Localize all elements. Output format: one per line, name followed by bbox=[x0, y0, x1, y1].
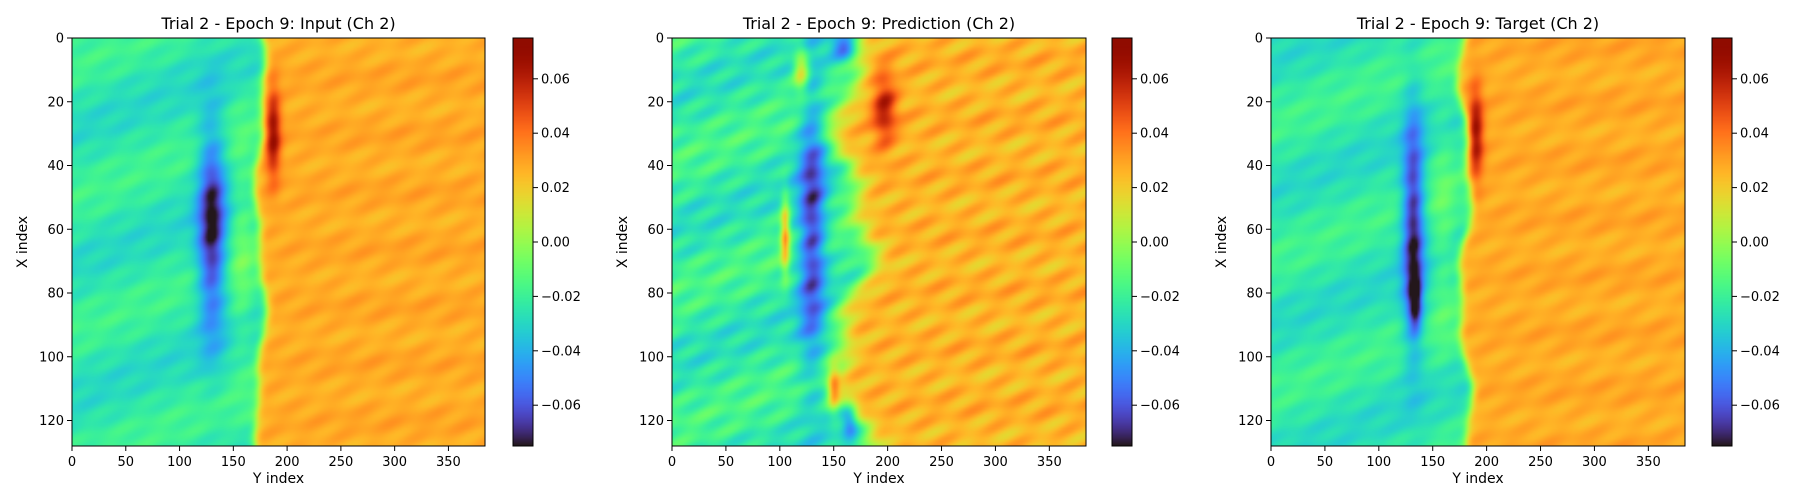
x-tick-label: 100 bbox=[167, 455, 192, 470]
x-tick-label: 200 bbox=[275, 455, 300, 470]
x-tick-label: 350 bbox=[1636, 455, 1661, 470]
x-tick-label: 200 bbox=[1474, 455, 1499, 470]
y-tick-label: 40 bbox=[647, 159, 664, 174]
x-tick-label: 300 bbox=[382, 455, 407, 470]
plot-frame bbox=[71, 37, 486, 447]
colorbar-tick-label: −0.04 bbox=[541, 344, 581, 359]
x-tick-label: 150 bbox=[821, 455, 846, 470]
y-tick-label: 100 bbox=[39, 350, 64, 365]
y-tick-label: 100 bbox=[1238, 350, 1263, 365]
y-tick-label: 120 bbox=[39, 414, 64, 429]
colorbar-tick-label: 0.04 bbox=[541, 127, 570, 142]
chart-title: Trial 2 - Epoch 9: Input (Ch 2) bbox=[160, 14, 395, 33]
colorbar-tick-label: 0.00 bbox=[1740, 236, 1769, 251]
colorbar-tick-label: 0.06 bbox=[541, 72, 570, 87]
x-tick-label: 300 bbox=[1582, 455, 1607, 470]
x-tick-label: 150 bbox=[1420, 455, 1445, 470]
x-tick-label: 150 bbox=[221, 455, 246, 470]
colorbar-tick-label: 0.02 bbox=[1140, 181, 1169, 196]
colorbar: 0.06 0.04 0.02 0.00 −0.02 −0.04 −0.06 bbox=[512, 37, 581, 447]
y-axis-label: X index bbox=[615, 216, 631, 268]
heatmap-panel-1: Trial 2 - Epoch 9: Input (Ch 2) 0 50 100 150… bbox=[15, 14, 581, 487]
y-tick-label: 40 bbox=[47, 159, 64, 174]
heatmap-panel-2: Trial 2 - Epoch 9: Prediction (Ch 2) 0 50 1… bbox=[615, 14, 1180, 487]
y-tick-label: 0 bbox=[56, 32, 64, 47]
heatmap-image bbox=[672, 38, 1086, 446]
x-tick-label: 50 bbox=[1317, 455, 1334, 470]
y-tick-label: 0 bbox=[656, 32, 664, 47]
x-axis-label: Y index bbox=[1451, 471, 1503, 487]
x-tick-label: 250 bbox=[1528, 455, 1553, 470]
colorbar-tick-label: 0.02 bbox=[541, 181, 570, 196]
x-tick-label: 0 bbox=[68, 455, 76, 470]
colorbar-gradient bbox=[1712, 38, 1732, 446]
colorbar-tick-label: 0.04 bbox=[1140, 127, 1169, 142]
colorbar-tick-label: 0.04 bbox=[1740, 127, 1769, 142]
colorbar-tick-label: −0.02 bbox=[541, 290, 581, 305]
x-axis-label: Y index bbox=[252, 471, 304, 487]
plot-frame bbox=[671, 37, 1087, 447]
y-tick-label: 60 bbox=[1246, 223, 1263, 238]
colorbar-tick-label: −0.06 bbox=[541, 399, 581, 414]
y-tick-label: 120 bbox=[639, 414, 664, 429]
colorbar-tick-label: 0.00 bbox=[1140, 236, 1169, 251]
y-tick-label: 20 bbox=[47, 95, 64, 110]
x-tick-label: 50 bbox=[118, 455, 135, 470]
y-axis-label: X index bbox=[1214, 216, 1230, 268]
x-tick-label: 300 bbox=[983, 455, 1008, 470]
heatmap-image bbox=[1271, 38, 1685, 446]
x-tick-label: 0 bbox=[1267, 455, 1275, 470]
colorbar-tick-label: −0.06 bbox=[1740, 399, 1780, 414]
y-tick-label: 20 bbox=[647, 95, 664, 110]
x-tick-label: 350 bbox=[436, 455, 461, 470]
colorbar-tick-label: 0.02 bbox=[1740, 181, 1769, 196]
y-axis-label: X index bbox=[15, 216, 31, 268]
colorbar-tick-label: −0.02 bbox=[1140, 290, 1180, 305]
colorbar: 0.06 0.04 0.02 0.00 −0.02 −0.04 −0.06 bbox=[1711, 37, 1780, 447]
y-tick-label: 80 bbox=[647, 287, 664, 302]
y-tick-label: 120 bbox=[1238, 414, 1263, 429]
y-tick-label: 80 bbox=[47, 287, 64, 302]
y-tick-label: 0 bbox=[1255, 32, 1263, 47]
colorbar: 0.06 0.04 0.02 0.00 −0.02 −0.04 −0.06 bbox=[1111, 37, 1180, 447]
x-tick-label: 250 bbox=[328, 455, 353, 470]
colorbar-tick-label: −0.04 bbox=[1740, 344, 1780, 359]
x-tick-label: 200 bbox=[875, 455, 900, 470]
y-tick-label: 80 bbox=[1246, 287, 1263, 302]
colorbar-tick-label: 0.06 bbox=[1740, 72, 1769, 87]
y-tick-label: 100 bbox=[639, 350, 664, 365]
heatmap-image bbox=[72, 38, 485, 446]
x-tick-label: 0 bbox=[668, 455, 676, 470]
colorbar-tick-label: 0.00 bbox=[541, 236, 570, 251]
colorbar-gradient bbox=[513, 38, 533, 446]
y-tick-label: 20 bbox=[1246, 95, 1263, 110]
y-tick-label: 60 bbox=[647, 223, 664, 238]
colorbar-gradient bbox=[1112, 38, 1132, 446]
x-tick-label: 50 bbox=[718, 455, 735, 470]
colorbar-tick-label: −0.04 bbox=[1140, 344, 1180, 359]
x-tick-label: 250 bbox=[929, 455, 954, 470]
y-tick-label: 60 bbox=[47, 223, 64, 238]
plot-frame bbox=[1270, 37, 1686, 447]
x-axis-label: Y index bbox=[852, 471, 904, 487]
chart-title: Trial 2 - Epoch 9: Prediction (Ch 2) bbox=[742, 14, 1015, 33]
colorbar-tick-label: −0.06 bbox=[1140, 399, 1180, 414]
x-tick-label: 100 bbox=[1366, 455, 1391, 470]
colorbar-tick-label: −0.02 bbox=[1740, 290, 1780, 305]
colorbar-tick-label: 0.06 bbox=[1140, 72, 1169, 87]
y-tick-label: 40 bbox=[1246, 159, 1263, 174]
x-tick-label: 350 bbox=[1037, 455, 1062, 470]
x-tick-label: 100 bbox=[767, 455, 792, 470]
chart-title: Trial 2 - Epoch 9: Target (Ch 2) bbox=[1356, 14, 1599, 33]
heatmap-panel-3: Trial 2 - Epoch 9: Target (Ch 2) 0 50 100 15… bbox=[1214, 14, 1780, 487]
